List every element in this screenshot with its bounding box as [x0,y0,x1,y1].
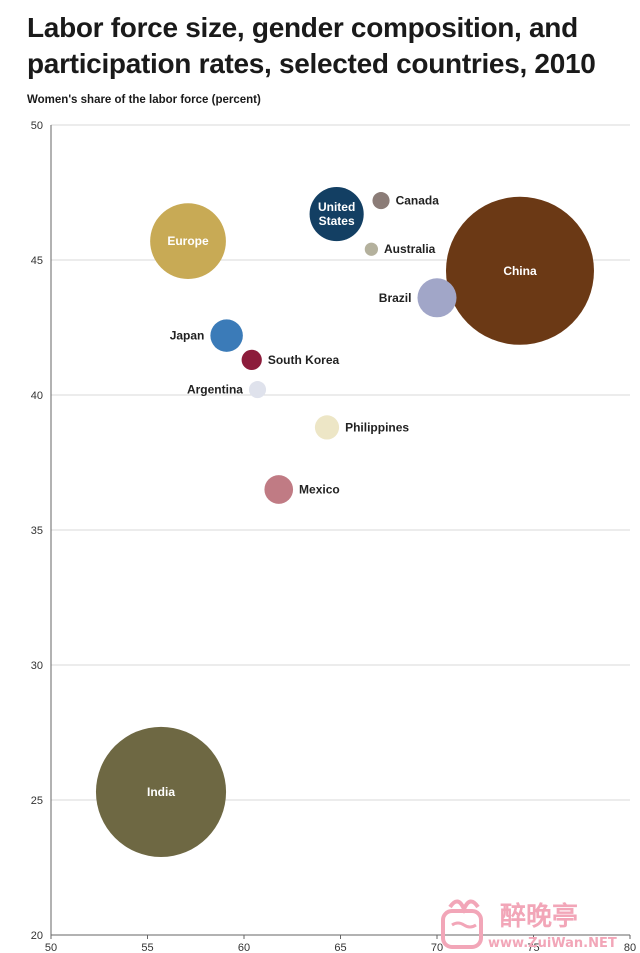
y-tick-label-45: 45 [31,255,43,267]
bubble-label-philippines: Philippines [345,420,409,434]
y-tick-label-25: 25 [31,795,43,807]
bubble-philippines [314,415,340,440]
bubble-label-china: China [503,264,537,278]
chart-title: Labor force size, gender composition, an… [27,12,596,79]
y-tick-label-30: 30 [31,660,43,672]
x-tick-label-75: 75 [527,942,539,953]
bubble-india [95,726,227,857]
bubble-label-india: India [147,785,175,799]
bubble-label-japan: Japan [170,329,205,343]
bubble-brazil [417,278,457,318]
bubble-united-states [309,187,364,242]
x-tick-label-55: 55 [141,942,153,953]
x-tick-label-65: 65 [334,942,346,953]
bubble-china [445,196,594,345]
bubble-label-canada: Canada [396,194,440,208]
y-tick-label-40: 40 [31,390,43,402]
bubble-label-mexico: Mexico [299,483,340,497]
y-tick-label-50: 50 [31,120,43,132]
bubble-europe [150,203,226,279]
bubble-label-united-states: United States [318,200,355,228]
bubble-australia [364,242,379,256]
x-tick-label-80: 80 [624,942,636,953]
bubble-south-korea [241,349,262,371]
x-tick-label-70: 70 [431,942,443,953]
bubble-label-brazil: Brazil [379,291,412,305]
bubble-argentina [248,381,267,399]
bubble-mexico [264,475,294,504]
bubble-canada [372,192,390,210]
bubble-label-south-korea: South Korea [268,353,340,367]
bubble-label-europe: Europe [167,234,209,248]
y-tick-label-20: 20 [31,930,43,942]
bubble-japan [210,319,243,352]
y-tick-label-35: 35 [31,525,43,537]
bubble-label-argentina: Argentina [187,383,243,397]
x-tick-label-60: 60 [238,942,250,953]
y-axis-label: Women's share of the labor force (percen… [27,94,261,106]
bubble-label-australia: Australia [384,242,436,256]
x-tick-label-50: 50 [45,942,57,953]
